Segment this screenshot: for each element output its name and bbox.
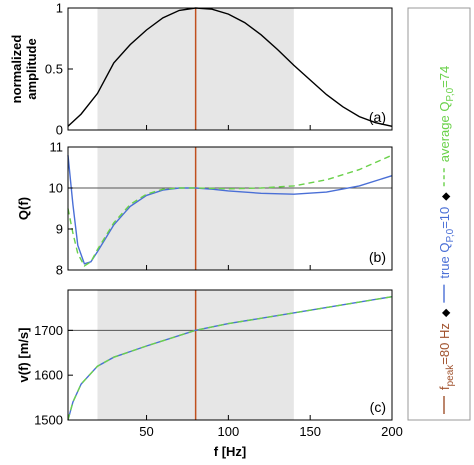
plot-frame <box>67 146 393 271</box>
y-tick-label: 0 <box>56 123 63 138</box>
legend-separator: ◆ <box>440 192 452 201</box>
y-tick-label: 1600 <box>34 368 63 383</box>
x-tick-label: 200 <box>381 424 403 439</box>
y-tick-label: 0.5 <box>45 62 63 77</box>
legend-label: fpeak=80 Hz <box>437 323 456 390</box>
legend-text: average Q <box>437 102 452 163</box>
x-tick-label: 150 <box>299 424 321 439</box>
legend-text: =10 <box>437 207 452 229</box>
x-axis-label: f [Hz] <box>214 444 247 459</box>
legend-label: true QP,0=10 <box>437 207 456 279</box>
x-tick-label: 100 <box>218 424 240 439</box>
legend-text: f <box>437 386 452 390</box>
y-axis-label: amplitude <box>24 38 39 99</box>
y-tick-label: 11 <box>50 140 64 155</box>
x-tick-label: 50 <box>139 424 153 439</box>
plot-frame <box>67 289 393 421</box>
panel-label: (a) <box>369 109 386 125</box>
legend-subscript: P,0 <box>445 228 456 242</box>
legend-box <box>407 7 471 421</box>
data-line <box>67 7 393 127</box>
y-tick-label: 1 <box>56 1 63 16</box>
y-tick-label: 1500 <box>34 413 63 428</box>
y-tick-label: 1700 <box>34 323 63 338</box>
panel-label: (c) <box>370 399 386 415</box>
data-line <box>67 155 393 265</box>
legend-label: average QP,0=74 <box>437 66 456 163</box>
y-tick-label: 8 <box>56 263 63 278</box>
y-tick-label: 9 <box>56 222 63 237</box>
legend: fpeak=80 Hz◆true QP,0=10◆average QP,0=74 <box>437 66 456 414</box>
y-axis-label: normalized <box>9 35 24 104</box>
y-tick-label: 10 <box>49 181 63 196</box>
legend-subscript: peak <box>445 364 456 387</box>
y-axis-label: Q(f) <box>16 197 31 220</box>
legend-subscript: P,0 <box>445 87 456 101</box>
data-line <box>67 154 393 267</box>
legend-text: =74 <box>437 66 452 88</box>
panel-label: (b) <box>369 249 386 265</box>
data-line <box>67 296 393 421</box>
legend-text: true Q <box>437 243 452 279</box>
legend-text: =80 Hz <box>437 323 452 365</box>
y-axis-label: v(f) [m/s] <box>16 328 31 383</box>
legend-separator: ◆ <box>440 308 452 317</box>
